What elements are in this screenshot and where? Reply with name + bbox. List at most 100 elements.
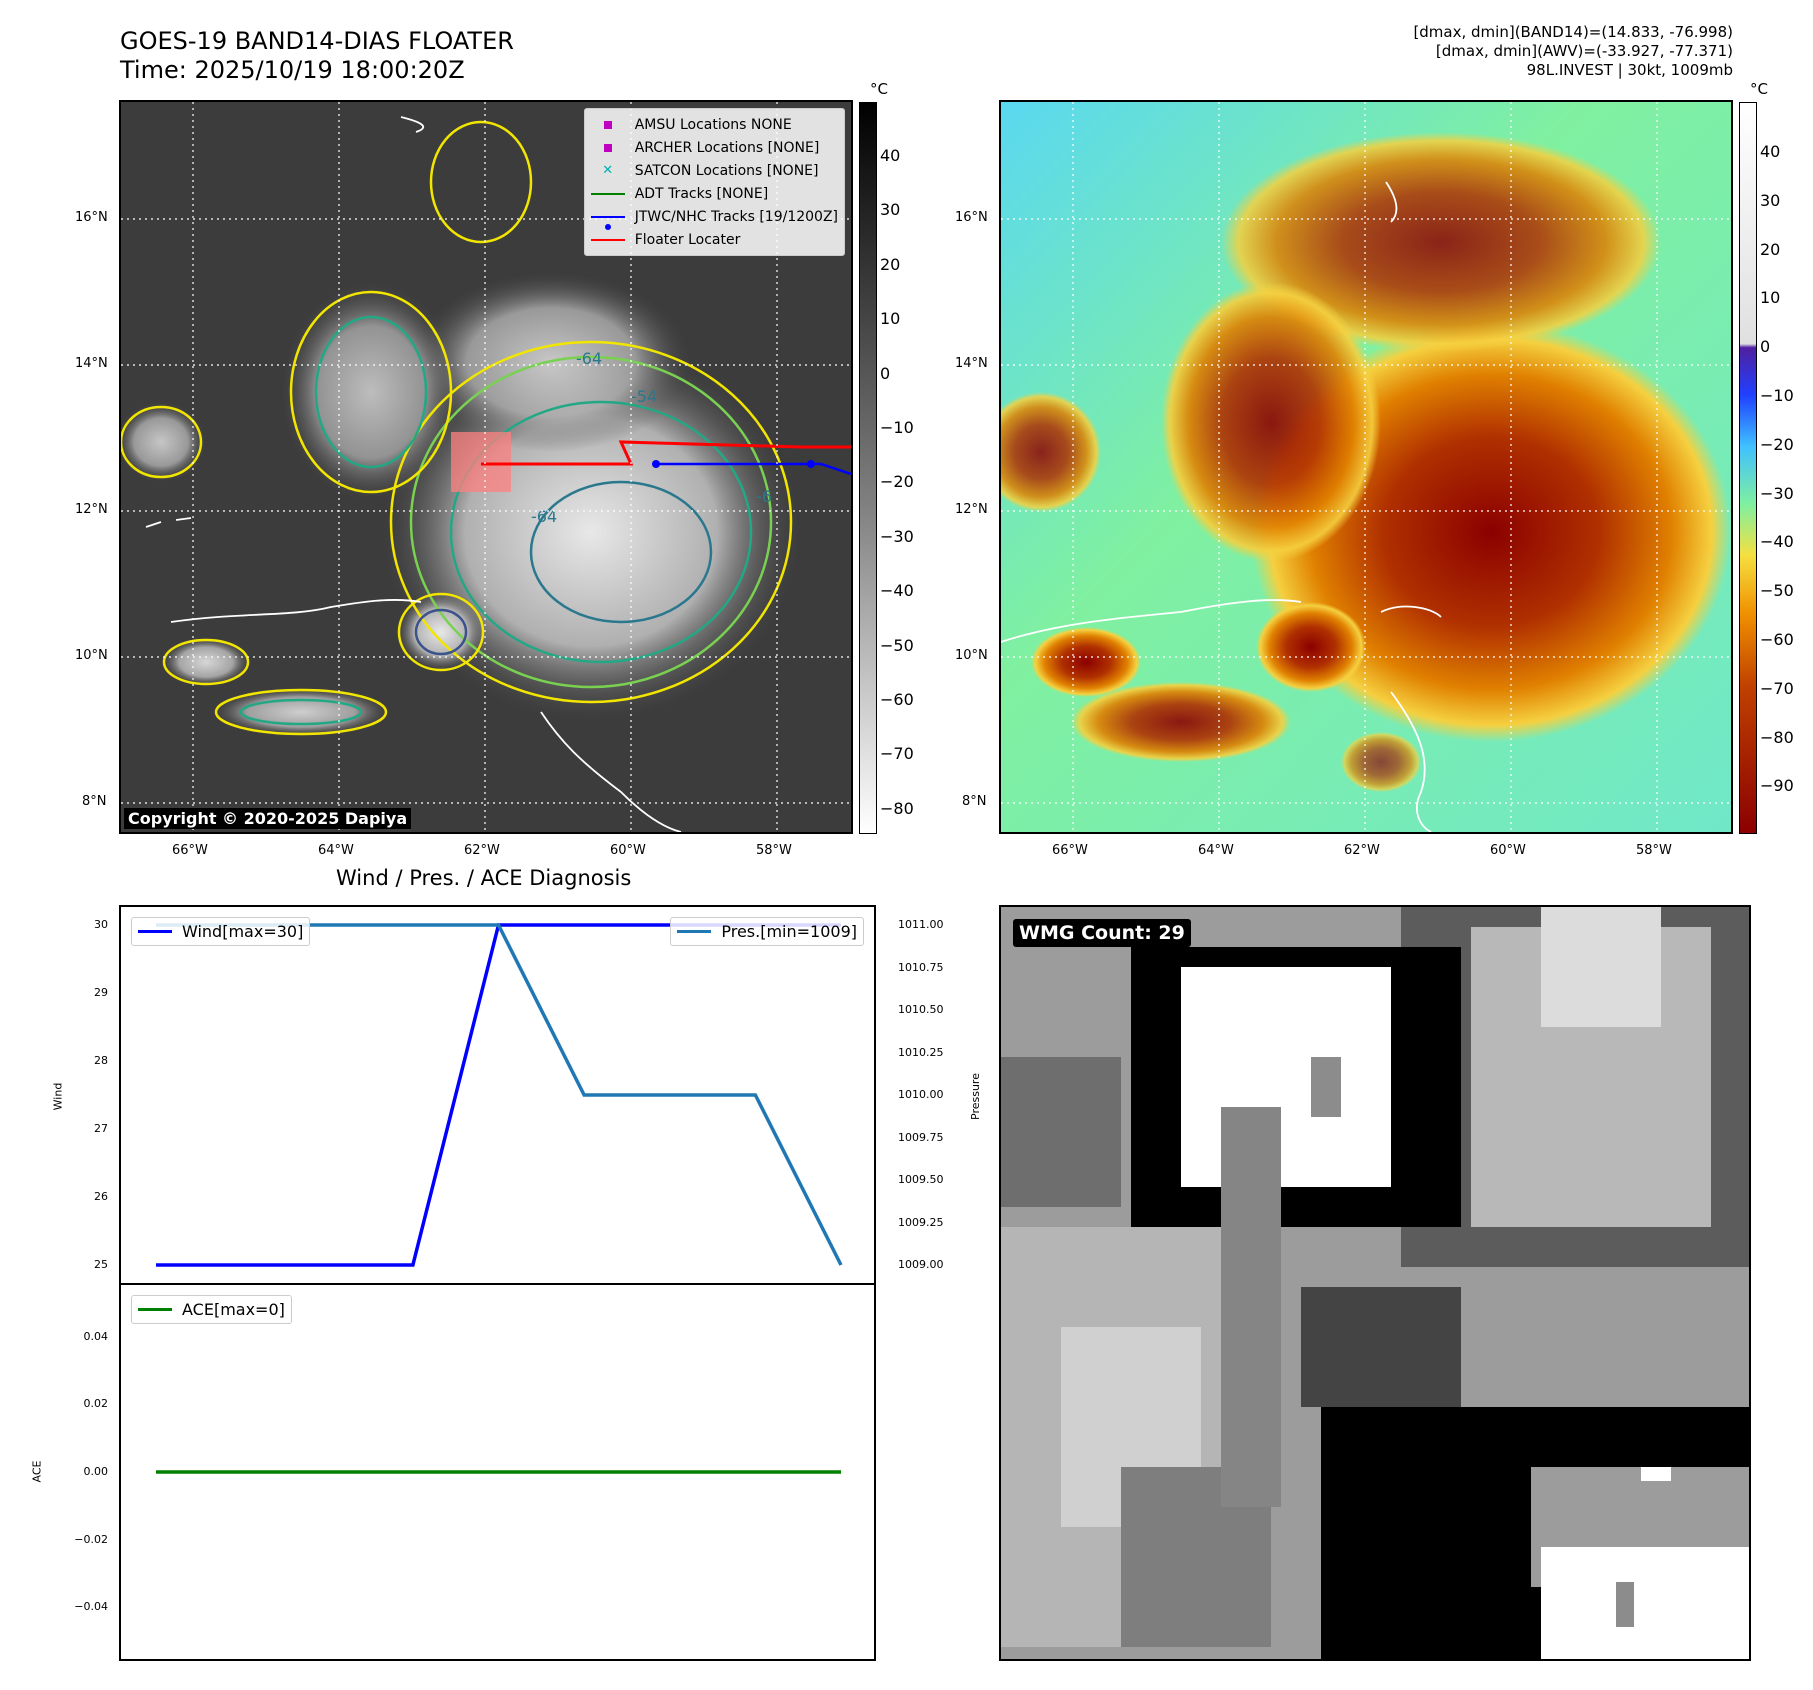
wmg-count-badge: WMG Count: 29 bbox=[1013, 919, 1191, 947]
green-line-icon bbox=[590, 192, 625, 195]
pressure-tick-label: 1009.00 bbox=[898, 1258, 944, 1271]
copyright-badge: Copyright © 2020-2025 Dapiya bbox=[124, 808, 412, 829]
dias-map bbox=[1001, 102, 1731, 832]
wind-tick-label: 28 bbox=[94, 1054, 108, 1067]
pres-legend: Pres.[min=1009] bbox=[670, 917, 864, 946]
lon-label: 60°W bbox=[1490, 843, 1526, 858]
nhc-track-point bbox=[807, 460, 815, 468]
nhc-track-point bbox=[652, 460, 660, 468]
wmg-bright-region bbox=[1181, 967, 1391, 1187]
legend-label: Floater Locater bbox=[634, 231, 741, 248]
lon-label: 66°W bbox=[172, 843, 208, 858]
pressure-tick-label: 1009.25 bbox=[898, 1215, 944, 1229]
chart-title: GOES-19 BAND14-DIAS FLOATER bbox=[120, 27, 514, 55]
colorbar-tick-label: −20 bbox=[1760, 434, 1794, 454]
colorbar-tick-label: 0 bbox=[1760, 337, 1771, 357]
lon-label: 64°W bbox=[1198, 843, 1234, 858]
lon-label: 60°W bbox=[610, 843, 646, 858]
colorbar-tick-label: 20 bbox=[880, 254, 901, 274]
legend-item-satcon: ✕ SATCON Locations [NONE] bbox=[591, 159, 838, 182]
colorbar-tick-label: 0 bbox=[880, 363, 891, 383]
lat-label: 10°N bbox=[955, 648, 988, 663]
pressure-tick-label: 1010.50 bbox=[898, 1003, 944, 1016]
info-band14: [dmax, dmin](BAND14)=(14.833, -76.998) bbox=[1413, 23, 1733, 41]
pressure-series-line bbox=[156, 923, 843, 1266]
wind-legend: Wind[max=30] bbox=[131, 917, 311, 946]
wmg-panel: WMG Count: 29 bbox=[999, 905, 1751, 1661]
gridlines bbox=[1001, 102, 1731, 832]
colorbar-tick-label: −20 bbox=[880, 472, 914, 492]
ace-axis-label: ACE bbox=[30, 1460, 44, 1483]
pressure-tick-label: 1009.75 bbox=[898, 1130, 944, 1144]
wind-tick-label: 30 bbox=[94, 918, 108, 931]
coastlines bbox=[1001, 181, 1442, 832]
colorbar-tick-label: −50 bbox=[880, 635, 914, 655]
colorbar-tick-label: 10 bbox=[1760, 288, 1781, 308]
legend-label: ADT Tracks [NONE] bbox=[634, 185, 769, 202]
colorbar-tick-label: −40 bbox=[880, 581, 914, 601]
ace-tick-label: −0.04 bbox=[74, 1600, 108, 1614]
magenta-square-icon bbox=[603, 120, 612, 129]
colorbar-tick-label: 20 bbox=[1760, 239, 1781, 259]
lon-label: 62°W bbox=[464, 843, 500, 858]
legend-item-floater: Floater Locater bbox=[590, 228, 838, 251]
legend-label: ARCHER Locations [NONE] bbox=[634, 139, 820, 156]
legend-item-archer: ARCHER Locations [NONE] bbox=[591, 136, 838, 159]
pressure-tick-label: 1010.75 bbox=[898, 960, 944, 974]
info-awv: [dmax, dmin](AWV)=(-33.927, -77.371) bbox=[1435, 42, 1733, 60]
lat-label: 16°N bbox=[75, 210, 108, 225]
wind-pres-plot bbox=[156, 923, 843, 1267]
legend-label: ACE[max=0] bbox=[182, 1300, 285, 1319]
lon-label: 62°W bbox=[1344, 843, 1380, 858]
blue-line-icon bbox=[138, 930, 172, 933]
ace-tick-label: 0.04 bbox=[83, 1329, 109, 1343]
colorbar-tick-label: 30 bbox=[880, 200, 901, 220]
colorbar-tick-label: −90 bbox=[1760, 776, 1794, 796]
ir-map-panel: -64 -54 -64 -6 bbox=[119, 100, 853, 834]
contour-label: -64 bbox=[531, 507, 557, 526]
chart-time: Time: 2025/10/19 18:00:20Z bbox=[120, 56, 465, 84]
wind-axis-label: Wind bbox=[51, 1082, 65, 1111]
lat-label: 10°N bbox=[75, 648, 108, 663]
ace-panel: ACE[max=0] bbox=[119, 1283, 876, 1661]
wind-tick-label: 27 bbox=[94, 1122, 108, 1135]
floater-locator-line bbox=[481, 440, 851, 466]
floater-box bbox=[451, 432, 511, 492]
red-line-icon bbox=[590, 238, 625, 241]
ace-tick-label: −0.02 bbox=[74, 1532, 108, 1546]
legend-item-jtwc: JTWC/NHC Tracks [19/1200Z] bbox=[590, 205, 838, 230]
ace-plot bbox=[156, 1470, 841, 1474]
lat-label: 8°N bbox=[82, 794, 107, 809]
legend-item-amsu: AMSU Locations NONE bbox=[591, 113, 838, 136]
steelblue-line-icon bbox=[677, 930, 712, 933]
contour-label: -6 bbox=[756, 487, 772, 506]
lat-label: 14°N bbox=[75, 356, 108, 371]
colorbar-tick-label: 40 bbox=[880, 146, 901, 165]
ace-tick-label: 0.02 bbox=[83, 1397, 109, 1411]
lon-label: 66°W bbox=[1052, 843, 1088, 858]
pressure-tick-label: 1010.25 bbox=[898, 1045, 944, 1059]
dias-map-panel bbox=[999, 100, 1733, 834]
ace-legend: ACE[max=0] bbox=[131, 1295, 292, 1324]
green-line-icon bbox=[138, 1308, 172, 1311]
wind-tick-label: 26 bbox=[94, 1190, 108, 1203]
lat-label: 16°N bbox=[955, 210, 988, 225]
map-legend: AMSU Locations NONE ARCHER Locations [NO… bbox=[583, 108, 845, 256]
colorbar-tick-label: −30 bbox=[880, 526, 914, 546]
legend-label: SATCON Locations [NONE] bbox=[634, 162, 819, 179]
lat-label: 12°N bbox=[75, 502, 108, 517]
pressure-axis-label: Pressure bbox=[968, 1073, 982, 1120]
colorbar-tick-label: −50 bbox=[1760, 581, 1794, 601]
lat-label: 12°N bbox=[955, 502, 988, 517]
nhc-track-line bbox=[656, 462, 851, 476]
colorbar-unit: °C bbox=[870, 80, 888, 98]
magenta-square-icon bbox=[603, 143, 612, 152]
wind-pres-panel: Wind[max=30] Pres.[min=1009] bbox=[119, 905, 876, 1285]
legend-item-adt: ADT Tracks [NONE] bbox=[590, 182, 838, 205]
info-storm: 98L.INVEST | 30kt, 1009mb bbox=[1526, 61, 1733, 79]
legend-label: Pres.[min=1009] bbox=[721, 922, 857, 941]
colorbar-tick-label: −40 bbox=[1760, 532, 1794, 552]
lat-label: 8°N bbox=[962, 794, 987, 809]
colorbar-tick-label: −80 bbox=[880, 798, 914, 818]
pressure-tick-label: 1009.50 bbox=[898, 1173, 944, 1186]
